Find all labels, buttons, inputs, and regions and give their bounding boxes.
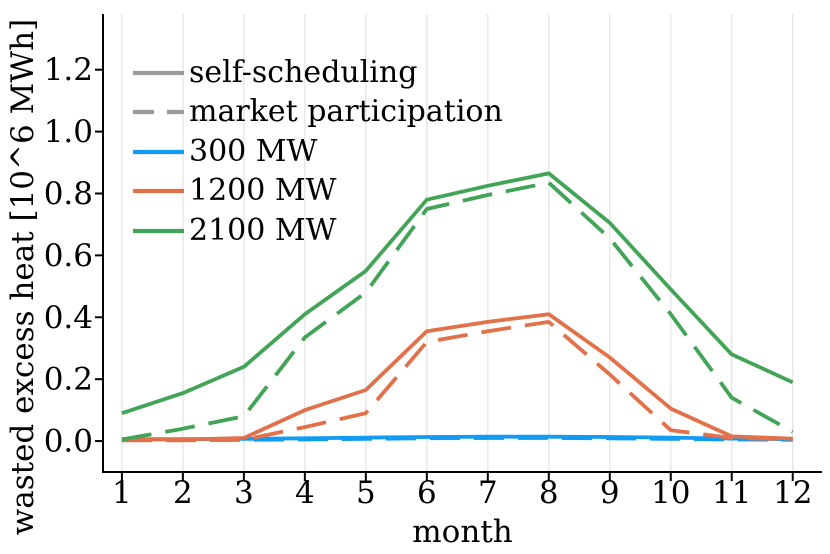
y-tick-label-0.8: 0.8 xyxy=(44,176,93,212)
x-tick-label-9: 9 xyxy=(600,475,620,511)
legend-item-300-mw: 300 MW xyxy=(133,132,503,172)
legend-swatch-solid-line-icon xyxy=(133,228,184,233)
legend-label: 300 MW xyxy=(189,133,318,169)
legend-label: market participation xyxy=(189,94,503,130)
x-tick-label-5: 5 xyxy=(356,475,376,511)
series-line-1200-mw-market-participation xyxy=(121,319,793,443)
legend-label: self-scheduling xyxy=(189,54,418,90)
y-axis-title: wasted excess heat [10^6 MWh] xyxy=(5,18,41,536)
x-tick-label-1: 1 xyxy=(112,475,132,511)
legend-label: 1200 MW xyxy=(189,173,337,209)
legend-item-1200-mw: 1200 MW xyxy=(133,172,503,212)
x-tick-label-10: 10 xyxy=(651,475,690,511)
x-tick-label-12: 12 xyxy=(773,475,812,511)
y-tick-label-1.2: 1.2 xyxy=(44,52,93,88)
axis-spines xyxy=(102,14,822,473)
legend-item-market-participation: market participation xyxy=(133,93,503,133)
series-line-2100-mw-market-participation xyxy=(121,180,794,442)
legend: self-scheduling market participation 300 M… xyxy=(133,53,503,251)
x-axis-title: month xyxy=(412,514,513,550)
x-tick-label-3: 3 xyxy=(234,475,254,511)
x-tick-label-8: 8 xyxy=(539,475,559,511)
x-tick-label-4: 4 xyxy=(295,475,315,511)
legend-swatch-solid-line-icon xyxy=(133,189,184,194)
legend-swatch-solid-line-icon xyxy=(133,149,184,154)
x-tick-label-11: 11 xyxy=(712,475,751,511)
y-tick-label-0.6: 0.6 xyxy=(44,238,93,274)
y-tick-label-0.2: 0.2 xyxy=(44,362,93,398)
legend-label: 2100 MW xyxy=(189,212,337,248)
legend-swatch-dashed-line-icon xyxy=(133,110,184,115)
series-line-2100-mw-self-scheduling xyxy=(121,171,794,416)
y-tick-label-0.0: 0.0 xyxy=(44,424,93,460)
legend-item-self-scheduling: self-scheduling xyxy=(133,53,503,93)
legend-item-2100-mw: 2100 MW xyxy=(133,211,503,251)
y-tick-label-1.0: 1.0 xyxy=(44,114,93,150)
x-tick-label-2: 2 xyxy=(173,475,193,511)
x-tick-label-7: 7 xyxy=(478,475,498,511)
y-tick-label-0.4: 0.4 xyxy=(44,300,93,336)
legend-swatch-solid-line-icon xyxy=(133,70,184,75)
x-tick-label-6: 6 xyxy=(417,475,437,511)
